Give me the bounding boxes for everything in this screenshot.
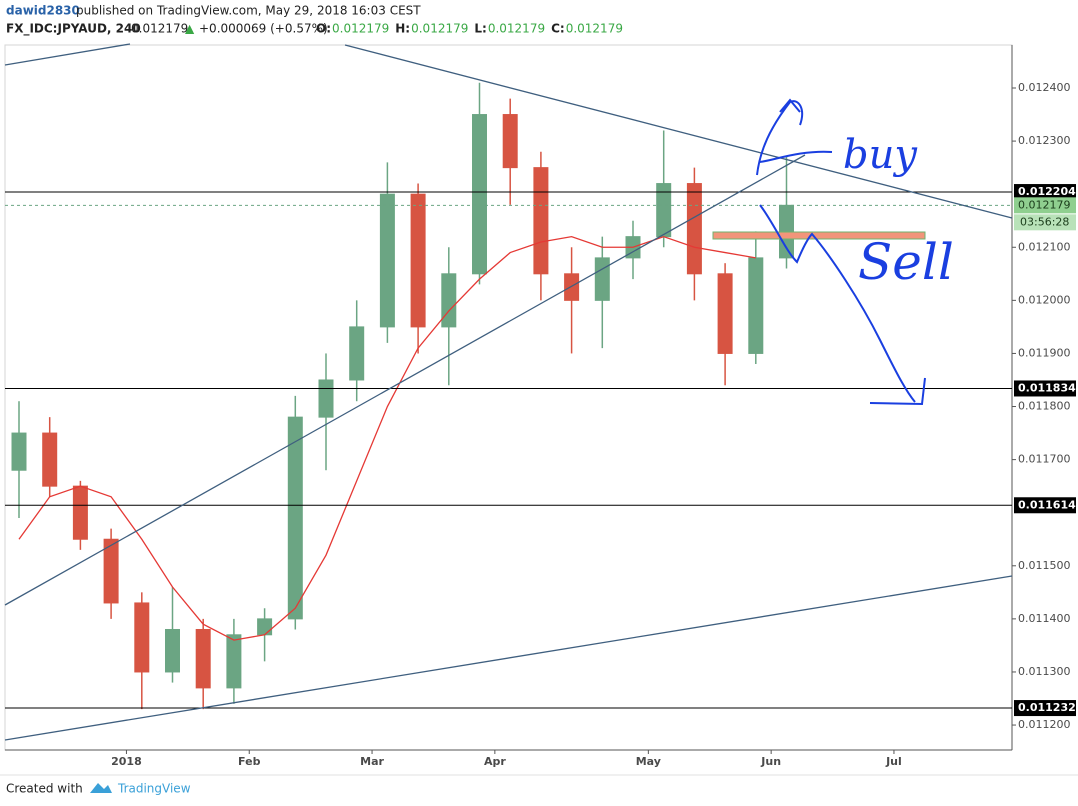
x-tick-label: 2018 [111,755,142,768]
candle-body [717,273,733,354]
footer-brand[interactable]: TradingView [117,782,191,796]
zone [712,231,926,240]
candle-body [686,183,702,275]
plot [5,82,1012,710]
candle-body [748,257,764,354]
candle-body [226,634,242,689]
last-price-label: 0.012179 [1018,198,1071,211]
y-tick-label: 0.012100 [1018,240,1071,253]
price-label: 0.011614 [1018,498,1076,511]
ohlc-value: 0.012179 [488,22,545,36]
footer-created: Created with [6,782,83,796]
x-tick-label: Mar [360,755,384,768]
candle-body [165,628,180,673]
trend-line [4,154,806,606]
moving-average [18,235,756,641]
x-tick-label: Jun [760,755,781,768]
candle-body [533,167,549,275]
trend-line [4,575,1013,741]
ohlc-value: 0.012179 [411,22,468,36]
ohlc-value: 0.012179 [332,22,389,36]
countdown-box [1014,214,1076,231]
ohlc-label: O: [316,22,331,36]
y-tick-label: 0.011700 [1018,453,1071,466]
y-tick-label: 0.012000 [1018,293,1071,306]
candle-body [656,183,672,238]
price-label-box [1014,184,1076,201]
axes: 0.011200 0.011300 0.011400 0.011500 0.011700… [111,81,1076,768]
candle-body [349,326,365,381]
trend-line [4,43,131,66]
y-tick-label: 0.011300 [1018,665,1071,678]
candle-body [103,538,119,604]
x-tick-label: Feb [238,755,261,768]
annotation-buy: buy [843,132,918,178]
y-tick-label: 0.011400 [1018,612,1071,625]
y-tick-label: 0.011500 [1018,559,1071,572]
arrow-down [759,204,926,406]
candle-body [502,114,518,169]
countdown: 03:56:28 [1020,215,1069,228]
candle-body [594,257,610,301]
arrow-up [756,98,804,176]
last-price-box [1014,197,1076,214]
price-label-box [1014,497,1076,514]
candle-body [441,273,457,328]
x-tick-label: Jul [885,755,902,768]
x-tick-label: May [636,755,661,768]
x-tick-label: Apr [484,755,506,768]
author[interactable]: dawid2830 [6,4,80,18]
price: 0.012179 [131,22,188,36]
symbol: FX_IDC:JPYAUD, 240 [6,22,141,37]
candle-body [318,379,334,418]
candle-body [72,485,88,540]
y-tick-label: 0.011200 [1018,718,1071,731]
candle-body [257,618,273,636]
stroke [759,150,833,163]
candle-body [195,628,211,689]
hand-drawing [756,98,926,406]
candle-body [287,416,303,620]
candle-body [564,273,580,301]
price-label-box [1014,380,1076,397]
ohlc-value: 0.012179 [566,22,623,36]
candle-body [134,602,150,673]
price-label: 0.011232 [1018,701,1076,714]
change-arrow: ▲ [185,22,195,36]
candle-body [410,193,426,328]
price-label-box [1014,700,1076,717]
y-tick-label: 0.011900 [1018,346,1071,359]
candle-body [11,432,27,471]
trend-line [344,44,1013,219]
y-tick-label: 0.012300 [1018,134,1071,147]
logo [90,783,112,793]
price-label: 0.011834 [1018,381,1076,394]
candle-body [472,114,487,275]
annotation-sell: Sell [858,233,954,291]
candle-body [379,193,395,328]
price-label: 0.012204 [1018,185,1076,198]
change: +0.000069 (+0.57%) [199,22,328,36]
candle-body [42,432,58,487]
ohlc-label: H: [395,22,410,36]
ohlc-label: L: [474,22,486,36]
ohlc-label: C: [551,22,565,36]
y-tick-label: 0.011800 [1018,400,1071,413]
ohlc: O: 0.012179 H: 0.012179 L: 0.012179 C: 0.012179 [316,22,623,36]
trend-lines [4,43,1013,741]
y-tick-label: 0.012400 [1018,81,1071,94]
published: published on TradingView.com, May 29, 20… [76,4,421,18]
